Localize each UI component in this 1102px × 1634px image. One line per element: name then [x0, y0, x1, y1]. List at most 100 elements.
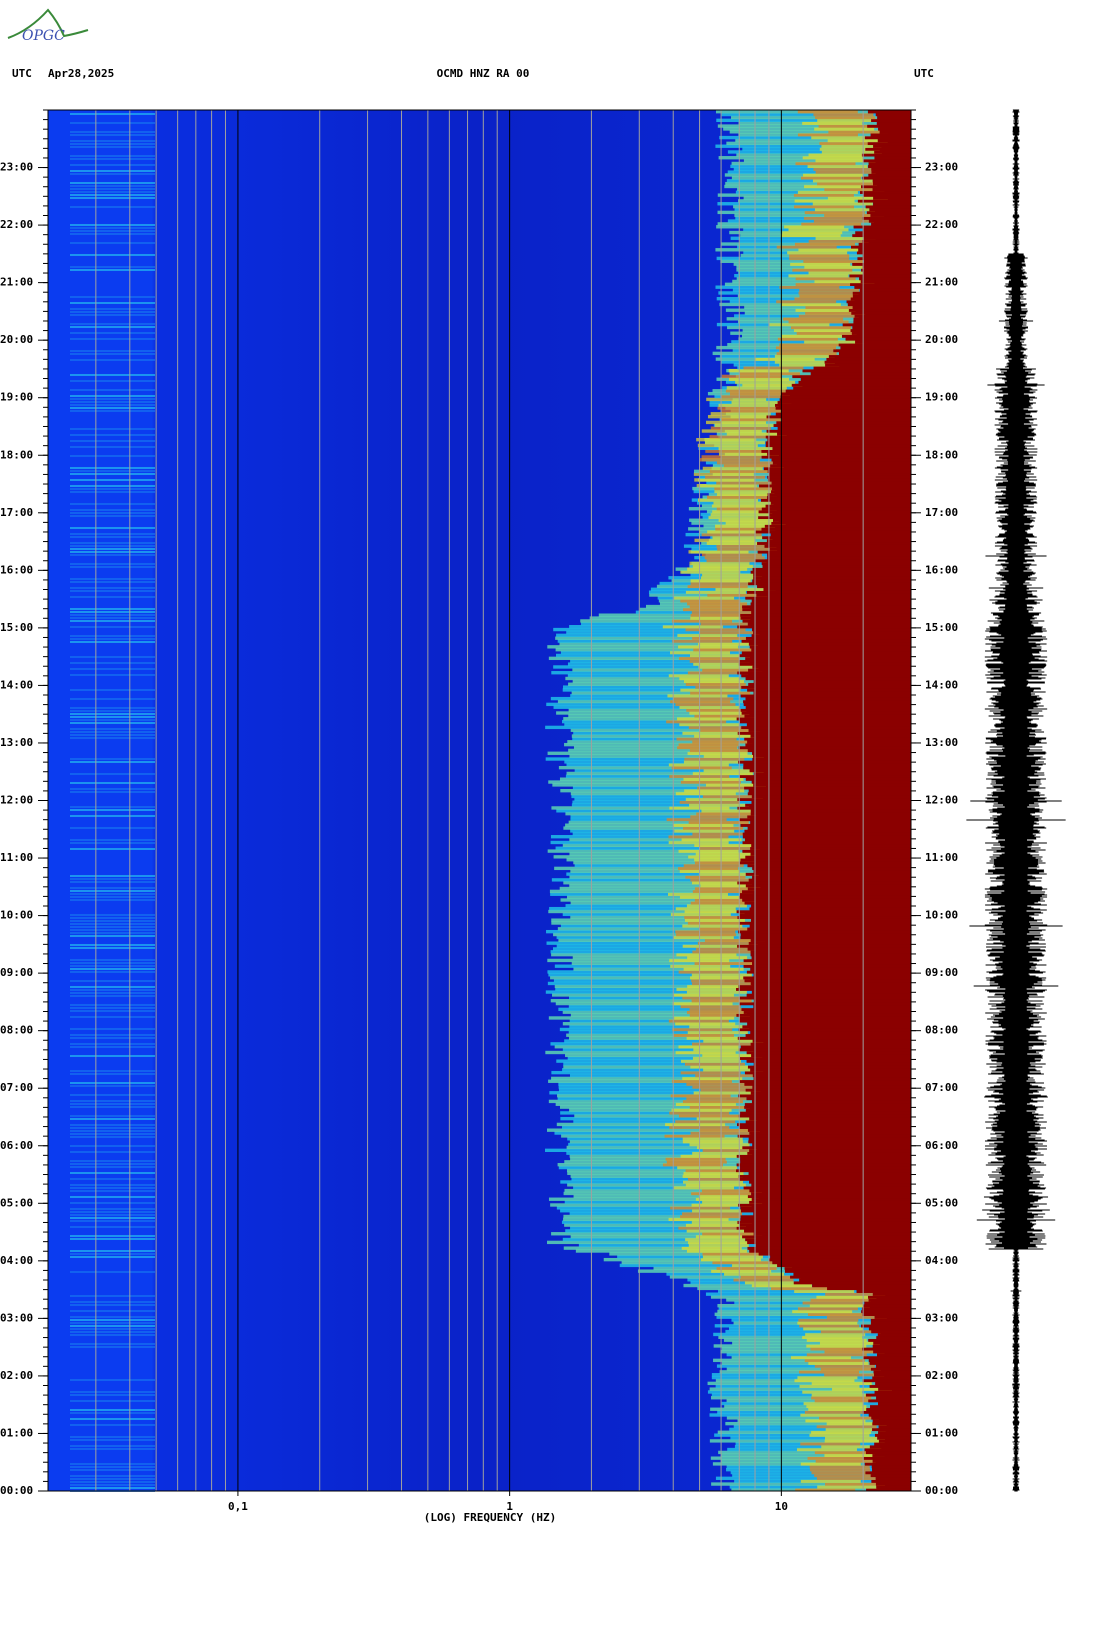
- streak: [70, 815, 155, 817]
- energy-band: [679, 676, 740, 681]
- energy-band: [794, 1289, 855, 1293]
- streak: [70, 1178, 155, 1180]
- streak: [70, 959, 155, 961]
- streak: [70, 1310, 155, 1312]
- energy-band: [724, 173, 869, 177]
- energy-band: [688, 725, 749, 730]
- streak: [70, 185, 155, 187]
- energy-band: [765, 443, 911, 448]
- energy-band: [746, 1096, 911, 1101]
- energy-band: [862, 216, 911, 220]
- energy-band: [674, 1016, 735, 1020]
- energy-band: [718, 518, 779, 522]
- energy-band: [745, 705, 911, 709]
- energy-band: [828, 130, 889, 134]
- energy-band: [740, 1217, 911, 1222]
- energy-band: [815, 1459, 876, 1463]
- energy-band: [743, 958, 911, 963]
- streak: [70, 1196, 155, 1198]
- energy-band: [717, 1309, 862, 1314]
- energy-band: [743, 1186, 911, 1190]
- streak: [70, 122, 155, 124]
- energy-band: [567, 1137, 749, 1141]
- energy-band: [691, 973, 752, 977]
- energy-band: [828, 354, 911, 358]
- energy-band: [668, 835, 729, 839]
- energy-band: [700, 1088, 761, 1092]
- energy-band: [767, 452, 911, 456]
- energy-band: [702, 1255, 763, 1259]
- streak: [70, 932, 155, 934]
- energy-band: [800, 1442, 861, 1446]
- energy-band: [548, 973, 754, 977]
- energy-band: [560, 898, 743, 902]
- energy-band: [865, 1470, 911, 1475]
- energy-band: [725, 1421, 873, 1426]
- energy-band: [751, 780, 911, 784]
- energy-band: [740, 613, 911, 617]
- energy-band: [729, 1427, 873, 1432]
- streak: [70, 1484, 155, 1486]
- energy-band: [771, 481, 911, 485]
- energy-band: [851, 311, 911, 315]
- energy-band: [689, 659, 750, 663]
- energy-band: [721, 409, 782, 413]
- energy-band: [761, 527, 911, 531]
- energy-band: [766, 538, 911, 543]
- energy-band: [806, 1404, 867, 1409]
- energy-band: [772, 1260, 911, 1265]
- energy-band: [868, 1398, 911, 1403]
- energy-band: [568, 820, 751, 825]
- energy-band: [550, 1042, 751, 1046]
- energy-band: [737, 1220, 911, 1224]
- energy-band: [740, 1214, 911, 1219]
- energy-band: [795, 282, 856, 287]
- streak: [70, 1448, 155, 1450]
- energy-band: [707, 1390, 875, 1394]
- energy-band: [673, 993, 734, 997]
- energy-band: [753, 783, 911, 787]
- energy-band: [748, 941, 911, 945]
- energy-band: [566, 1151, 748, 1155]
- streak: [70, 428, 155, 430]
- energy-band: [821, 144, 882, 148]
- energy-band: [799, 294, 860, 298]
- streak: [70, 758, 155, 760]
- energy-band: [872, 1375, 911, 1380]
- energy-band: [798, 314, 859, 318]
- energy-band: [773, 423, 911, 427]
- energy-band: [750, 1068, 911, 1072]
- energy-band: [740, 1157, 911, 1161]
- energy-band: [672, 1001, 733, 1006]
- energy-band: [695, 947, 756, 951]
- energy-band: [746, 590, 911, 594]
- energy-band: [781, 391, 911, 396]
- energy-band: [666, 817, 727, 822]
- energy-band: [547, 1240, 748, 1245]
- energy-band: [750, 846, 911, 850]
- energy-band: [684, 915, 745, 919]
- energy-band: [617, 1255, 771, 1259]
- energy-band: [743, 763, 911, 767]
- energy-band: [727, 325, 853, 330]
- streak: [70, 1145, 155, 1147]
- energy-band: [772, 446, 911, 450]
- energy-band: [752, 665, 911, 669]
- energy-band: [568, 1030, 751, 1035]
- energy-band: [737, 731, 911, 735]
- energy-band: [733, 1424, 879, 1429]
- energy-band: [771, 486, 911, 491]
- streak: [70, 1073, 155, 1075]
- energy-band: [694, 898, 755, 902]
- y-tick-label: 22:00: [0, 218, 33, 231]
- energy-band: [814, 1398, 875, 1403]
- energy-band: [716, 1364, 877, 1368]
- energy-band: [750, 1030, 911, 1035]
- energy-band: [740, 1209, 911, 1213]
- energy-band: [751, 955, 911, 960]
- energy-band: [675, 906, 736, 911]
- streak: [70, 1004, 155, 1006]
- energy-band: [668, 673, 729, 678]
- energy-band: [868, 1298, 911, 1302]
- energy-band: [578, 1243, 756, 1247]
